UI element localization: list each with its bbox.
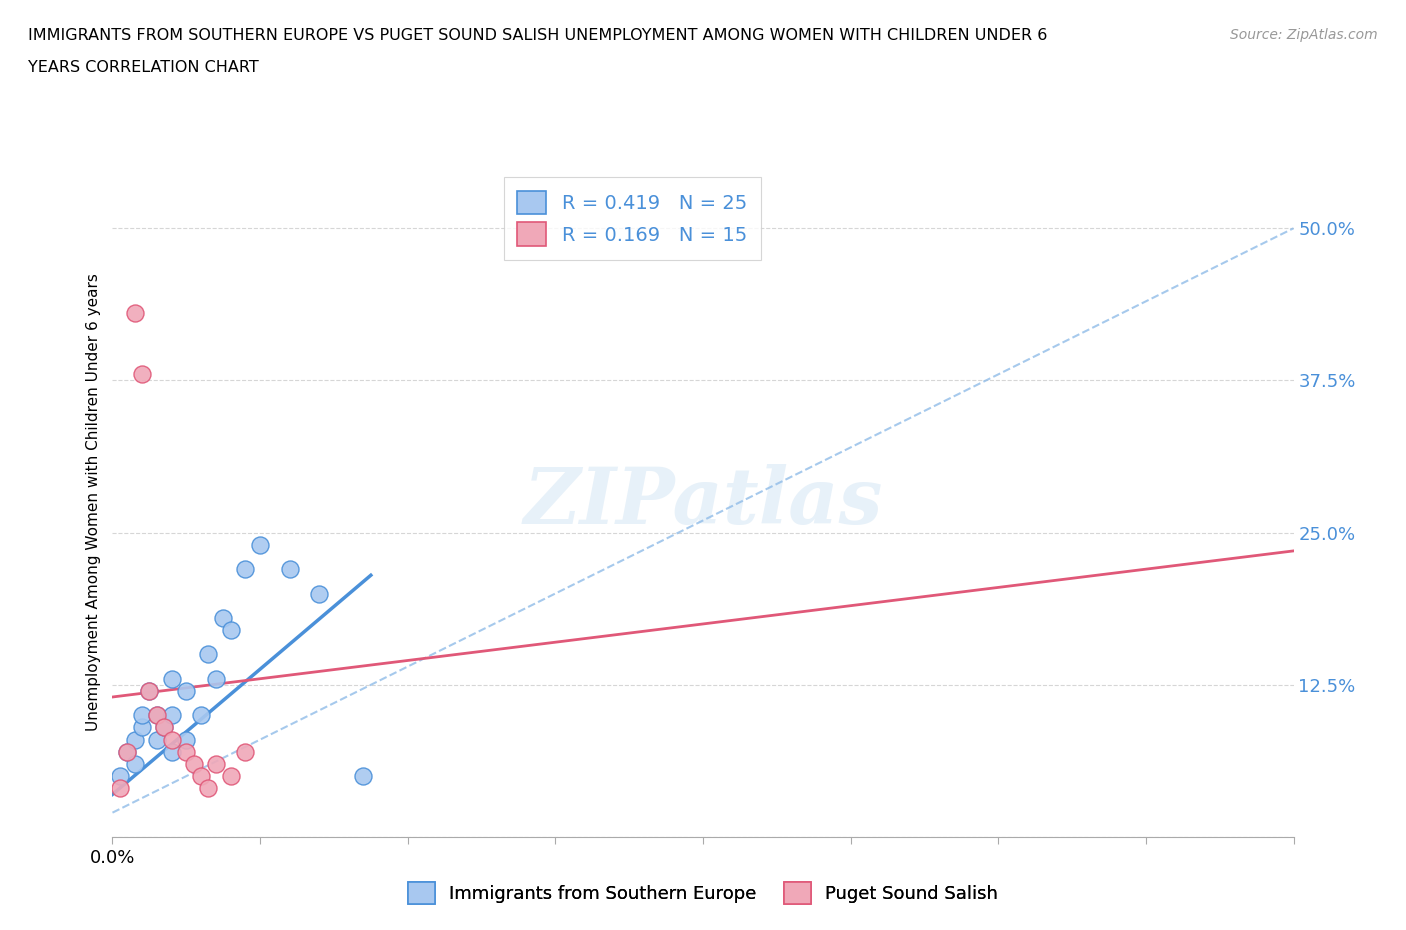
Point xyxy=(131,367,153,382)
Text: YEARS CORRELATION CHART: YEARS CORRELATION CHART xyxy=(28,60,259,75)
Point xyxy=(174,732,197,747)
Point xyxy=(197,781,219,796)
Point xyxy=(108,781,131,796)
Text: Source: ZipAtlas.com: Source: ZipAtlas.com xyxy=(1230,28,1378,42)
Point xyxy=(197,647,219,662)
Point xyxy=(131,708,153,723)
Point xyxy=(160,671,183,686)
Point xyxy=(138,684,160,698)
Point xyxy=(108,769,131,784)
Point xyxy=(212,610,235,625)
Point xyxy=(160,708,183,723)
Point xyxy=(183,756,205,771)
Point xyxy=(117,744,138,759)
Point xyxy=(278,562,301,577)
Point xyxy=(190,708,212,723)
Text: ZIPatlas: ZIPatlas xyxy=(523,464,883,540)
Point xyxy=(138,684,160,698)
Point xyxy=(352,769,374,784)
Point xyxy=(124,756,146,771)
Point xyxy=(146,732,169,747)
Point xyxy=(117,744,138,759)
Point xyxy=(205,756,228,771)
Text: IMMIGRANTS FROM SOUTHERN EUROPE VS PUGET SOUND SALISH UNEMPLOYMENT AMONG WOMEN W: IMMIGRANTS FROM SOUTHERN EUROPE VS PUGET… xyxy=(28,28,1047,43)
Legend: Immigrants from Southern Europe, Puget Sound Salish: Immigrants from Southern Europe, Puget S… xyxy=(396,871,1010,915)
Point xyxy=(146,708,169,723)
Point xyxy=(190,769,212,784)
Point xyxy=(146,708,169,723)
Point xyxy=(219,769,242,784)
Point xyxy=(153,720,176,735)
Point xyxy=(174,744,197,759)
Point xyxy=(174,684,197,698)
Point xyxy=(249,538,271,552)
Point xyxy=(124,732,146,747)
Point xyxy=(131,720,153,735)
Point xyxy=(233,744,256,759)
Point xyxy=(308,586,330,601)
Point xyxy=(205,671,228,686)
Point xyxy=(153,720,176,735)
Point xyxy=(160,744,183,759)
Point xyxy=(124,306,146,321)
Point xyxy=(160,732,183,747)
Point xyxy=(219,622,242,637)
Point xyxy=(233,562,256,577)
Y-axis label: Unemployment Among Women with Children Under 6 years: Unemployment Among Women with Children U… xyxy=(86,273,101,731)
